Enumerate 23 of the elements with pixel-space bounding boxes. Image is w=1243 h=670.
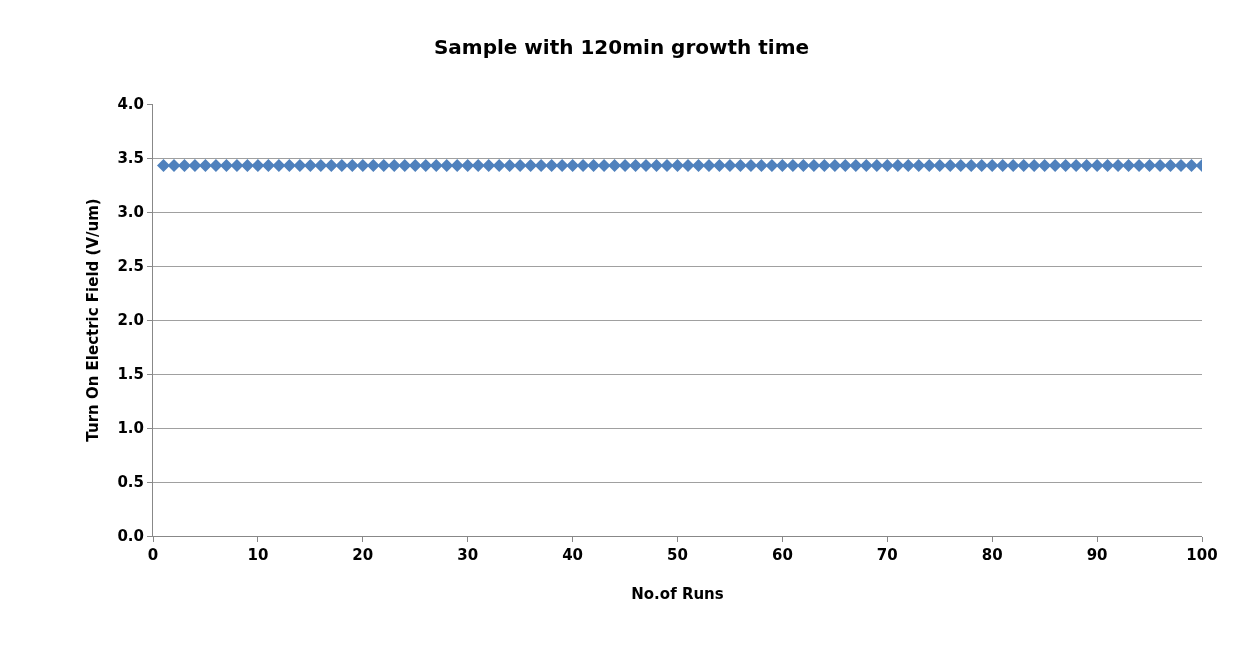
y-axis-title: Turn On Electric Field (V/um) [83, 198, 102, 442]
y-tick-label: 4.0 [117, 95, 144, 114]
chart-title: Sample with 120min growth time [433, 34, 810, 59]
x-tick-label: 20 [352, 546, 374, 564]
x-tick-label: 10 [247, 546, 269, 564]
y-tick-label: 0.5 [117, 473, 144, 492]
x-tick-label: 90 [1086, 546, 1108, 564]
y-tick-label: 0.0 [117, 527, 144, 546]
y-tick-label: 2.0 [117, 311, 144, 330]
x-tick-label: 50 [667, 546, 688, 564]
x-tick-label: 80 [981, 546, 1003, 564]
x-tick-label: 0 [147, 546, 159, 564]
y-tick-label: 1.0 [117, 419, 144, 438]
x-tick-label: 60 [771, 546, 793, 564]
y-tick-label: 3.5 [117, 149, 144, 168]
y-tick-label: 3.0 [117, 203, 144, 222]
x-tick-label: 100 [1186, 546, 1218, 564]
x-tick-label: 30 [457, 546, 479, 564]
x-tick-label: 70 [876, 546, 898, 564]
y-tick-label: 1.5 [117, 365, 144, 384]
x-axis-title: No.of Runs [631, 585, 724, 603]
y-tick-label: 2.5 [117, 257, 144, 276]
x-tick-label: 40 [562, 546, 584, 564]
